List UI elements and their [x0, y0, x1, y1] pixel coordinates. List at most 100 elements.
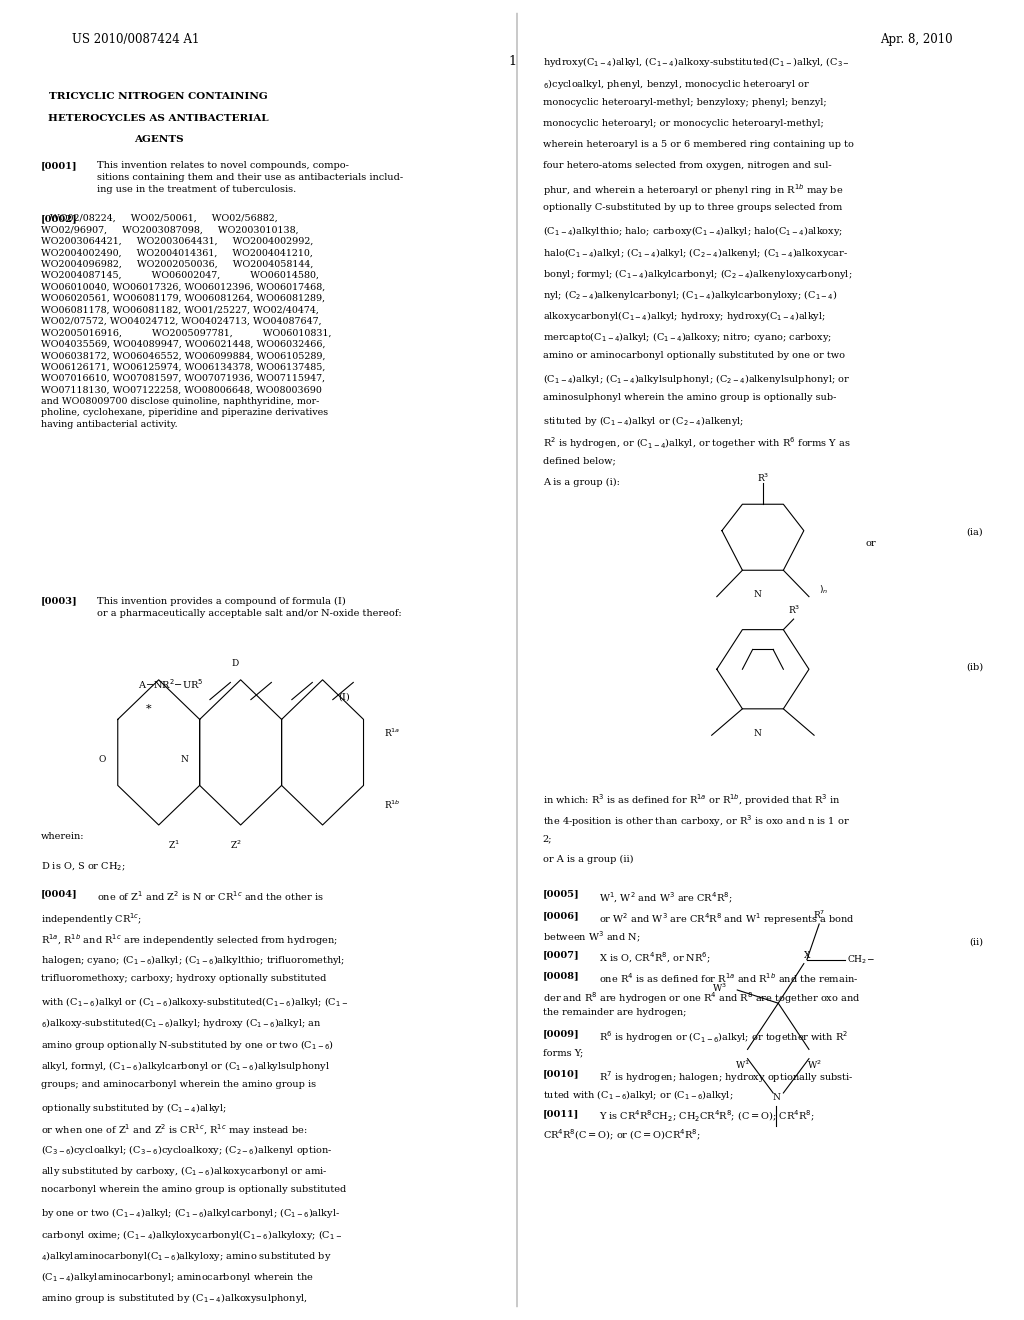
Text: Y is CR$^4$R$^8$CH$_2$; CH$_2$CR$^4$R$^8$; (C$=$O); CR$^4$R$^8$;: Y is CR$^4$R$^8$CH$_2$; CH$_2$CR$^4$R$^8… [599, 1109, 815, 1125]
Text: [0011]: [0011] [543, 1109, 580, 1118]
Text: $)_n$: $)_n$ [819, 583, 828, 597]
Text: R$^7$ is hydrogen; halogen; hydroxy optionally substi-: R$^7$ is hydrogen; halogen; hydroxy opti… [599, 1069, 853, 1085]
Text: TRICYCLIC NITROGEN CONTAINING: TRICYCLIC NITROGEN CONTAINING [49, 92, 268, 102]
Text: alkoxycarbonyl(C$_{1-4}$)alkyl; hydroxy; hydroxy(C$_{1-4}$)alkyl;: alkoxycarbonyl(C$_{1-4}$)alkyl; hydroxy;… [543, 309, 825, 323]
Text: by one or two (C$_{1-4}$)alkyl; (C$_{1-6}$)alkylcarbonyl; (C$_{1-6}$)alkyl-: by one or two (C$_{1-4}$)alkyl; (C$_{1-6… [41, 1206, 340, 1221]
Text: alkyl, formyl, (C$_{1-6}$)alkylcarbonyl or (C$_{1-6}$)alkylsulphonyl: alkyl, formyl, (C$_{1-6}$)alkylcarbonyl … [41, 1059, 330, 1073]
Text: N: N [754, 729, 762, 738]
Text: X: X [804, 950, 810, 960]
Text: (C$_{3-6}$)cycloalkyl; (C$_{3-6}$)cycloalkoxy; (C$_{2-6}$)alkenyl option-: (C$_{3-6}$)cycloalkyl; (C$_{3-6}$)cycloa… [41, 1143, 332, 1158]
Text: phur, and wherein a heteroaryl or phenyl ring in R$^{1b}$ may be: phur, and wherein a heteroaryl or phenyl… [543, 182, 843, 198]
Text: four hetero-atoms selected from oxygen, nitrogen and sul-: four hetero-atoms selected from oxygen, … [543, 161, 831, 170]
Text: $_6$)cycloalkyl, phenyl, benzyl, monocyclic heteroaryl or: $_6$)cycloalkyl, phenyl, benzyl, monocyc… [543, 77, 810, 91]
Text: R$^{1a}$, R$^{1b}$ and R$^{1c}$ are independently selected from hydrogen;: R$^{1a}$, R$^{1b}$ and R$^{1c}$ are inde… [41, 932, 338, 948]
Text: monocyclic heteroaryl-methyl; benzyloxy; phenyl; benzyl;: monocyclic heteroaryl-methyl; benzyloxy;… [543, 98, 826, 107]
Text: (C$_{1-4}$)alkyl; (C$_{1-4}$)alkylsulphonyl; (C$_{2-4}$)alkenylsulphonyl; or: (C$_{1-4}$)alkyl; (C$_{1-4}$)alkylsulpho… [543, 372, 850, 387]
Text: stituted by (C$_{1-4}$)alkyl or (C$_{2-4}$)alkenyl;: stituted by (C$_{1-4}$)alkyl or (C$_{2-4… [543, 414, 743, 429]
Text: wherein:: wherein: [41, 832, 84, 841]
Text: Apr. 8, 2010: Apr. 8, 2010 [880, 33, 952, 46]
Text: [0008]: [0008] [543, 972, 580, 981]
Text: hydroxy(C$_{1-4}$)alkyl, (C$_{1-4}$)alkoxy-substituted(C$_{1-}$)alkyl, (C$_{3-}$: hydroxy(C$_{1-4}$)alkyl, (C$_{1-4}$)alko… [543, 55, 850, 70]
Text: optionally C-substituted by up to three groups selected from: optionally C-substituted by up to three … [543, 203, 842, 213]
Text: R$^7$: R$^7$ [813, 909, 825, 921]
Text: Z$^2$: Z$^2$ [229, 838, 242, 851]
Text: AGENTS: AGENTS [134, 135, 183, 144]
Text: tuted with (C$_{1-6}$)alkyl; or (C$_{1-6}$)alkyl;: tuted with (C$_{1-6}$)alkyl; or (C$_{1-6… [543, 1088, 733, 1102]
Text: 2;: 2; [543, 834, 552, 843]
Text: forms Y;: forms Y; [543, 1048, 583, 1057]
Text: [0010]: [0010] [543, 1069, 580, 1078]
Text: W$^1$: W$^1$ [735, 1059, 750, 1071]
Text: CR$^4$R$^8$(C$=$O); or (C$=$O)CR$^4$R$^8$;: CR$^4$R$^8$(C$=$O); or (C$=$O)CR$^4$R$^8… [543, 1127, 700, 1142]
Text: bonyl; formyl; (C$_{1-4}$)alkylcarbonyl; (C$_{2-4}$)alkenyloxycarbonyl;: bonyl; formyl; (C$_{1-4}$)alkylcarbonyl;… [543, 267, 852, 281]
Text: (C$_{1-4}$)alkylthio; halo; carboxy(C$_{1-4}$)alkyl; halo(C$_{1-4}$)alkoxy;: (C$_{1-4}$)alkylthio; halo; carboxy(C$_{… [543, 224, 843, 239]
Text: R$^3$: R$^3$ [788, 605, 801, 616]
Text: W$^3$: W$^3$ [713, 981, 727, 994]
Text: defined below;: defined below; [543, 457, 615, 466]
Text: $_4$)alkylaminocarbonyl(C$_{1-6}$)alkyloxy; amino substituted by: $_4$)alkylaminocarbonyl(C$_{1-6}$)alkylo… [41, 1249, 332, 1263]
Text: or: or [865, 540, 876, 548]
Text: amino group is substituted by (C$_{1-4}$)alkoxysulphonyl,: amino group is substituted by (C$_{1-4}$… [41, 1291, 307, 1305]
Text: halogen; cyano; (C$_{1-6}$)alkyl; (C$_{1-6}$)alkylthio; trifluoromethyl;: halogen; cyano; (C$_{1-6}$)alkyl; (C$_{1… [41, 953, 345, 968]
Text: *: * [145, 704, 152, 714]
Text: carbonyl oxime; (C$_{1-4}$)alkyloxycarbonyl(C$_{1-6}$)alkyloxy; (C$_{1-}$: carbonyl oxime; (C$_{1-4}$)alkyloxycarbo… [41, 1228, 342, 1242]
Text: groups; and aminocarbonyl wherein the amino group is: groups; and aminocarbonyl wherein the am… [41, 1080, 316, 1089]
Text: halo(C$_{1-4}$)alkyl; (C$_{1-4}$)alkyl; (C$_{2-4}$)alkenyl; (C$_{1-4}$)alkoxycar: halo(C$_{1-4}$)alkyl; (C$_{1-4}$)alkyl; … [543, 246, 848, 260]
Text: This invention relates to novel compounds, compo-
sitions containing them and th: This invention relates to novel compound… [97, 161, 403, 194]
Text: N: N [772, 1093, 780, 1102]
Text: nyl; (C$_{2-4}$)alkenylcarbonyl; (C$_{1-4}$)alkylcarbonyloxy; (C$_{1-4}$): nyl; (C$_{2-4}$)alkenylcarbonyl; (C$_{1-… [543, 288, 838, 302]
Text: nocarbonyl wherein the amino group is optionally substituted: nocarbonyl wherein the amino group is op… [41, 1185, 346, 1195]
Text: monocyclic heteroaryl; or monocyclic heteroaryl-methyl;: monocyclic heteroaryl; or monocyclic het… [543, 119, 823, 128]
Text: aminosulphonyl wherein the amino group is optionally sub-: aminosulphonyl wherein the amino group i… [543, 393, 836, 403]
Text: (ib): (ib) [966, 663, 983, 672]
Text: X is O, CR$^4$R$^8$, or NR$^6$;: X is O, CR$^4$R$^8$, or NR$^6$; [599, 950, 711, 965]
Text: [0007]: [0007] [543, 950, 580, 960]
Text: R$^3$: R$^3$ [757, 473, 769, 484]
Text: one R$^4$ is as defined for R$^{1a}$ and R$^{1b}$ and the remain-: one R$^4$ is as defined for R$^{1a}$ and… [599, 972, 858, 985]
Text: [0005]: [0005] [543, 890, 580, 899]
Text: W$^1$, W$^2$ and W$^3$ are CR$^4$R$^8$;: W$^1$, W$^2$ and W$^3$ are CR$^4$R$^8$; [599, 890, 732, 904]
Text: in which: R$^3$ is as defined for R$^{1a}$ or R$^{1b}$, provided that R$^3$ in: in which: R$^3$ is as defined for R$^{1a… [543, 792, 841, 808]
Text: Z$^1$: Z$^1$ [168, 838, 180, 851]
Text: [0001]: [0001] [41, 161, 78, 170]
Text: (I): (I) [338, 693, 349, 702]
Text: between W$^3$ and N;: between W$^3$ and N; [543, 929, 640, 944]
Text: [0002]: [0002] [41, 214, 78, 223]
Text: R$^{1b}$: R$^{1b}$ [384, 799, 400, 812]
Text: der and R$^8$ are hydrogen or one R$^4$ and R$^8$ are together oxo and: der and R$^8$ are hydrogen or one R$^4$ … [543, 990, 860, 1006]
Text: (ii): (ii) [969, 937, 983, 946]
Text: This invention provides a compound of formula (I)
or a pharmaceutically acceptab: This invention provides a compound of fo… [97, 597, 401, 618]
Text: O: O [98, 755, 106, 763]
Text: N: N [180, 755, 188, 763]
Text: [0004]: [0004] [41, 890, 78, 899]
Text: with (C$_{1-6}$)alkyl or (C$_{1-6}$)alkoxy-substituted(C$_{1-6}$)alkyl; (C$_{1-}: with (C$_{1-6}$)alkyl or (C$_{1-6}$)alko… [41, 995, 348, 1010]
Text: N: N [754, 590, 762, 599]
Text: [0006]: [0006] [543, 911, 580, 920]
Text: [0009]: [0009] [543, 1030, 580, 1039]
Text: or A is a group (ii): or A is a group (ii) [543, 855, 633, 865]
Text: R$^{1a}$: R$^{1a}$ [384, 726, 400, 739]
Text: WO02/08224,     WO02/50061,     WO02/56882,
WO02/96907,     WO2003087098,     WO: WO02/08224, WO02/50061, WO02/56882, WO02… [41, 214, 332, 429]
Text: (C$_{1-4}$)alkylaminocarbonyl; aminocarbonyl wherein the: (C$_{1-4}$)alkylaminocarbonyl; aminocarb… [41, 1270, 313, 1284]
Text: ally substituted by carboxy, (C$_{1-6}$)alkoxycarbonyl or ami-: ally substituted by carboxy, (C$_{1-6}$)… [41, 1164, 328, 1179]
Text: independently CR$^{1c}$;: independently CR$^{1c}$; [41, 911, 142, 927]
Text: trifluoromethoxy; carboxy; hydroxy optionally substituted: trifluoromethoxy; carboxy; hydroxy optio… [41, 974, 327, 983]
Text: D: D [231, 660, 240, 668]
Text: or W$^2$ and W$^3$ are CR$^4$R$^8$ and W$^1$ represents a bond: or W$^2$ and W$^3$ are CR$^4$R$^8$ and W… [599, 911, 855, 927]
Text: R$^6$ is hydrogen or (C$_{1-6}$)alkyl; or together with R$^2$: R$^6$ is hydrogen or (C$_{1-6}$)alkyl; o… [599, 1030, 848, 1045]
Text: (ia): (ia) [967, 528, 983, 537]
Text: 1: 1 [508, 55, 516, 69]
Text: HETEROCYCLES AS ANTIBACTERIAL: HETEROCYCLES AS ANTIBACTERIAL [48, 114, 269, 123]
Text: one of Z$^1$ and Z$^2$ is N or CR$^{1c}$ and the other is: one of Z$^1$ and Z$^2$ is N or CR$^{1c}$… [97, 890, 325, 903]
Text: mercapto(C$_{1-4}$)alkyl; (C$_{1-4}$)alkoxy; nitro; cyano; carboxy;: mercapto(C$_{1-4}$)alkyl; (C$_{1-4}$)alk… [543, 330, 831, 345]
Text: $_6$)alkoxy-substituted(C$_{1-6}$)alkyl; hydroxy (C$_{1-6}$)alkyl; an: $_6$)alkoxy-substituted(C$_{1-6}$)alkyl;… [41, 1016, 322, 1031]
Text: the remainder are hydrogen;: the remainder are hydrogen; [543, 1008, 686, 1018]
Text: or when one of Z$^1$ and Z$^2$ is CR$^{1c}$, R$^{1c}$ may instead be:: or when one of Z$^1$ and Z$^2$ is CR$^{1… [41, 1122, 307, 1138]
Text: amino or aminocarbonyl optionally substituted by one or two: amino or aminocarbonyl optionally substi… [543, 351, 845, 360]
Text: amino group optionally N-substituted by one or two (C$_{1-6}$): amino group optionally N-substituted by … [41, 1038, 334, 1052]
Text: A is a group (i):: A is a group (i): [543, 478, 620, 487]
Text: A$-$NR$^2$$-$UR$^5$: A$-$NR$^2$$-$UR$^5$ [138, 677, 204, 690]
Text: optionally substituted by (C$_{1-4}$)alkyl;: optionally substituted by (C$_{1-4}$)alk… [41, 1101, 227, 1115]
Text: CH$_2$$-$: CH$_2$$-$ [847, 953, 874, 966]
Text: D is O, S or CH$_2$;: D is O, S or CH$_2$; [41, 861, 126, 874]
